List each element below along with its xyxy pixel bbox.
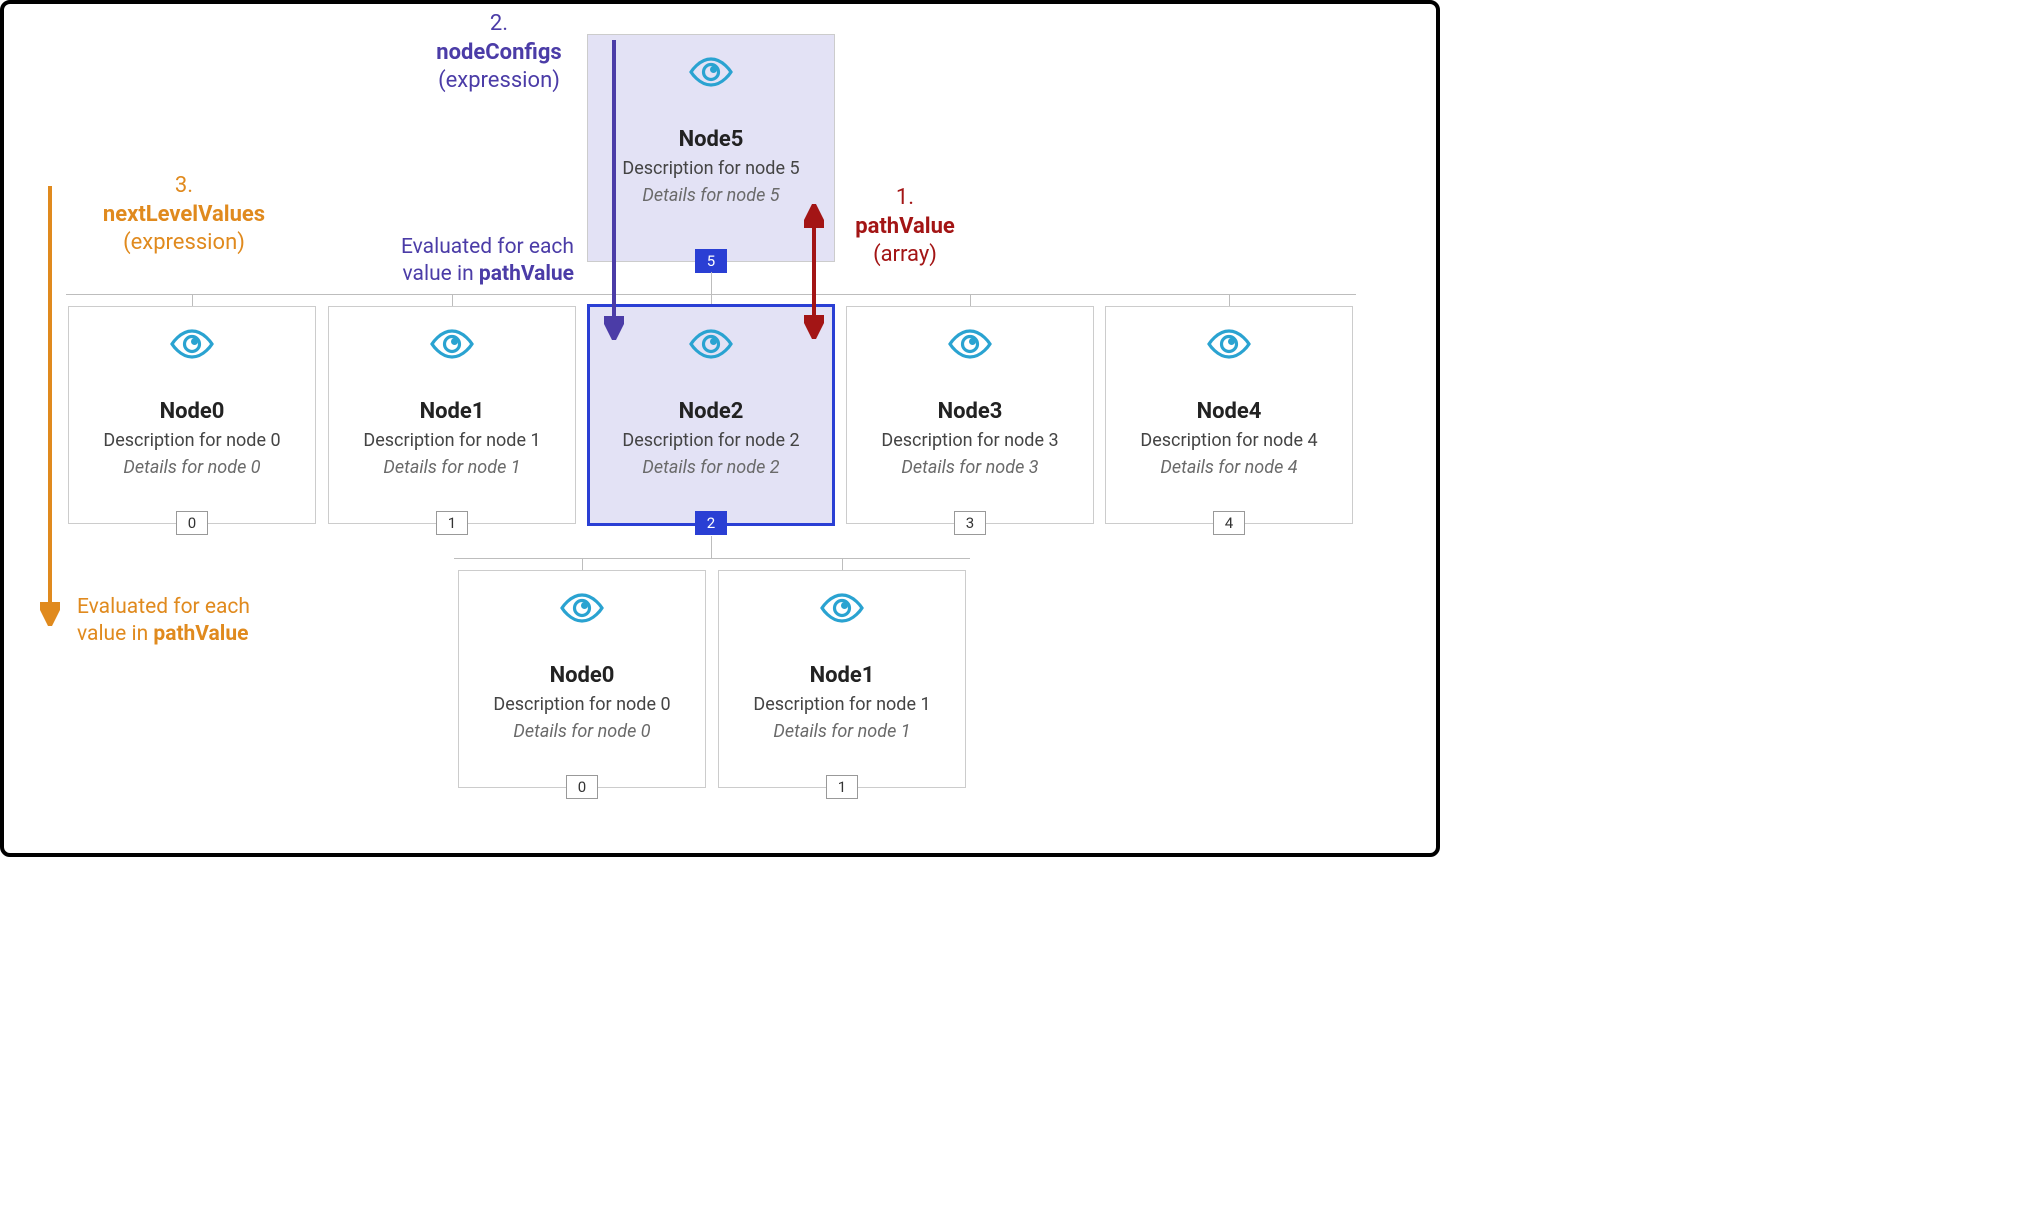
node-card: Node1 Description for node 1 Details for… <box>328 306 576 524</box>
eval-line2b: pathValue <box>479 262 574 286</box>
eval-line2: value in pathValue <box>77 621 307 648</box>
node-index-badge: 2 <box>695 511 727 535</box>
eye-icon <box>459 593 705 623</box>
eye-icon <box>719 593 965 623</box>
connector <box>582 558 583 570</box>
eval-label-orange: Evaluated for each value in pathValue <box>77 594 307 649</box>
annotation-num: 1. <box>840 184 970 213</box>
node-title: Node0 <box>69 399 315 424</box>
node-desc: Description for node 0 <box>459 694 705 715</box>
node-index-badge: 0 <box>176 511 208 535</box>
node-index-badge: 0 <box>566 775 598 799</box>
node-index-badge: 4 <box>1213 511 1245 535</box>
eval-line1: Evaluated for each <box>344 234 574 261</box>
node-title: Node3 <box>847 399 1093 424</box>
annotation-num: 2. <box>414 10 584 39</box>
connector <box>711 272 712 294</box>
arrow-nextlevelvalues <box>40 186 60 630</box>
node-index-badge: 5 <box>695 249 727 273</box>
node-card: Node0 Description for node 0 Details for… <box>68 306 316 524</box>
node-card-top: Node5 Description for node 5 Details for… <box>587 34 835 262</box>
node-desc: Description for node 4 <box>1106 430 1352 451</box>
eval-line2: value in pathValue <box>344 261 574 288</box>
annotation-key: pathValue <box>840 213 970 242</box>
node-index-badge: 1 <box>826 775 858 799</box>
eye-icon <box>329 329 575 359</box>
eye-icon <box>1106 329 1352 359</box>
node-card: Node3 Description for node 3 Details for… <box>846 306 1094 524</box>
eye-icon <box>847 329 1093 359</box>
annotation-pathvalue: 1. pathValue (array) <box>840 184 970 270</box>
connector <box>454 558 970 559</box>
connector <box>1229 294 1230 306</box>
connector <box>452 294 453 306</box>
node-card: Node4 Description for node 4 Details for… <box>1105 306 1353 524</box>
eval-line1: Evaluated for each <box>77 594 307 621</box>
node-title: Node0 <box>459 663 705 688</box>
node-desc: Description for node 1 <box>719 694 965 715</box>
arrow-nodeconfigs <box>604 40 624 344</box>
node-details: Details for node 0 <box>69 457 315 478</box>
annotation-key: nextLevelValues <box>74 201 294 230</box>
eval-line2b: pathValue <box>153 622 248 646</box>
node-index-badge: 1 <box>436 511 468 535</box>
node-details: Details for node 1 <box>329 457 575 478</box>
eval-line2a: value in <box>77 622 153 646</box>
node-title: Node4 <box>1106 399 1352 424</box>
node-desc: Description for node 3 <box>847 430 1093 451</box>
node-details: Details for node 0 <box>459 721 705 742</box>
node-title: Node5 <box>588 127 834 152</box>
node-details: Details for node 5 <box>588 185 834 206</box>
node-card: Node1 Description for node 1 Details for… <box>718 570 966 788</box>
annotation-nodeconfigs: 2. nodeConfigs (expression) <box>414 10 584 96</box>
eye-icon <box>588 57 834 87</box>
node-details: Details for node 1 <box>719 721 965 742</box>
connector <box>711 536 712 558</box>
node-details: Details for node 2 <box>590 457 832 478</box>
eval-line2a: value in <box>403 262 479 286</box>
node-desc: Description for node 2 <box>590 430 832 451</box>
annotation-num: 3. <box>74 172 294 201</box>
node-desc: Description for node 0 <box>69 430 315 451</box>
node-title: Node1 <box>719 663 965 688</box>
eye-icon <box>69 329 315 359</box>
node-title: Node1 <box>329 399 575 424</box>
eye-icon <box>590 329 832 359</box>
annotation-sub: (expression) <box>74 229 294 258</box>
annotation-sub: (array) <box>840 241 970 270</box>
node-details: Details for node 3 <box>847 457 1093 478</box>
arrow-pathvalue <box>804 204 824 343</box>
node-index-badge: 3 <box>954 511 986 535</box>
annotation-sub: (expression) <box>414 67 584 96</box>
node-desc: Description for node 5 <box>588 158 834 179</box>
node-card-selected: Node2 Description for node 2 Details for… <box>587 304 835 526</box>
eval-label-purple: Evaluated for each value in pathValue <box>344 234 574 289</box>
connector <box>192 294 193 306</box>
diagram-frame: 2. nodeConfigs (expression) 1. pathValue… <box>0 0 1440 857</box>
annotation-nextlevelvalues: 3. nextLevelValues (expression) <box>74 172 294 258</box>
node-desc: Description for node 1 <box>329 430 575 451</box>
annotation-key: nodeConfigs <box>414 39 584 68</box>
node-details: Details for node 4 <box>1106 457 1352 478</box>
node-title: Node2 <box>590 399 832 424</box>
node-card: Node0 Description for node 0 Details for… <box>458 570 706 788</box>
connector <box>970 294 971 306</box>
connector <box>842 558 843 570</box>
